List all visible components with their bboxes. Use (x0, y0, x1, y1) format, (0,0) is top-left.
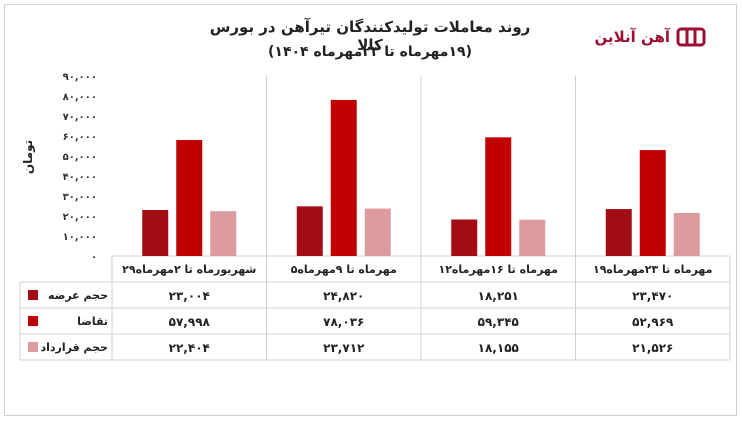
chart-title: روند معاملات تولیدکنندگان تیرآهن در بورس… (209, 18, 531, 54)
bar (296, 206, 323, 256)
bar (485, 137, 512, 256)
bar (605, 209, 632, 256)
data-label: ۲۲,۴۰۴ (169, 341, 210, 355)
y-tick-label: ۶۰,۰۰۰ (63, 132, 97, 143)
data-label: ۲۳,۰۰۴ (169, 289, 210, 303)
y-tick-label: ۲۰,۰۰۰ (63, 212, 97, 223)
legend-swatch (28, 342, 38, 352)
data-label: ۵۷,۹۹۸ (169, 315, 211, 329)
y-tick-label: ۰ (91, 252, 97, 263)
bar (330, 99, 357, 256)
bar (176, 140, 203, 256)
y-tick-label: ۷۰,۰۰۰ (63, 112, 97, 123)
bar (210, 211, 237, 256)
y-tick-label: ۸۰,۰۰۰ (63, 92, 97, 103)
logo-text: آهن آنلاین (594, 28, 670, 46)
bar (142, 209, 169, 256)
y-tick-label: ۵۰,۰۰۰ (63, 152, 97, 163)
y-tick-label: ۱۰,۰۰۰ (63, 232, 97, 243)
legend-label: حجم قرارداد (40, 341, 108, 354)
brand-logo: آهن آنلاین (594, 26, 706, 48)
category-label: ۱۲مهرماه تا ۱۶مهرماه (438, 263, 558, 276)
bar (519, 219, 546, 256)
bar (364, 208, 391, 256)
bar (451, 219, 478, 256)
category-label: ۱۹مهرماه تا ۲۳مهرماه (593, 263, 713, 276)
y-tick-label: ۴۰,۰۰۰ (63, 172, 97, 183)
legend-label: حجم عرضه (48, 289, 108, 302)
data-label: ۲۱,۵۲۶ (632, 341, 673, 355)
data-label: ۵۲,۹۶۹ (632, 315, 674, 329)
data-label: ۲۴,۸۲۰ (323, 289, 364, 303)
data-label: ۷۸,۰۳۶ (323, 315, 364, 329)
chart-subtitle: (۱۹مهرماه تا ۲۳مهرماه ۱۴۰۴) (268, 44, 472, 60)
category-label: ۲۹شهریورماه تا ۲مهرماه (122, 263, 256, 276)
data-label: ۲۳,۴۷۰ (632, 289, 673, 303)
legend-label: تقاضا (77, 315, 108, 328)
bar (639, 150, 666, 256)
legend-swatch (28, 290, 38, 300)
y-tick-label: ۳۰,۰۰۰ (63, 192, 97, 203)
category-label: ۵مهرماه تا ۹مهرماه (291, 263, 397, 276)
data-label: ۲۳,۷۱۲ (323, 341, 365, 355)
legend-swatch (28, 316, 38, 326)
data-label: ۱۸,۲۵۱ (478, 289, 519, 303)
data-label: ۱۸,۱۵۵ (478, 341, 519, 355)
data-label: ۵۹,۳۴۵ (478, 315, 519, 329)
y-tick-label: ۹۰,۰۰۰ (63, 72, 97, 83)
logo-icon (676, 27, 706, 47)
bar (673, 212, 700, 256)
